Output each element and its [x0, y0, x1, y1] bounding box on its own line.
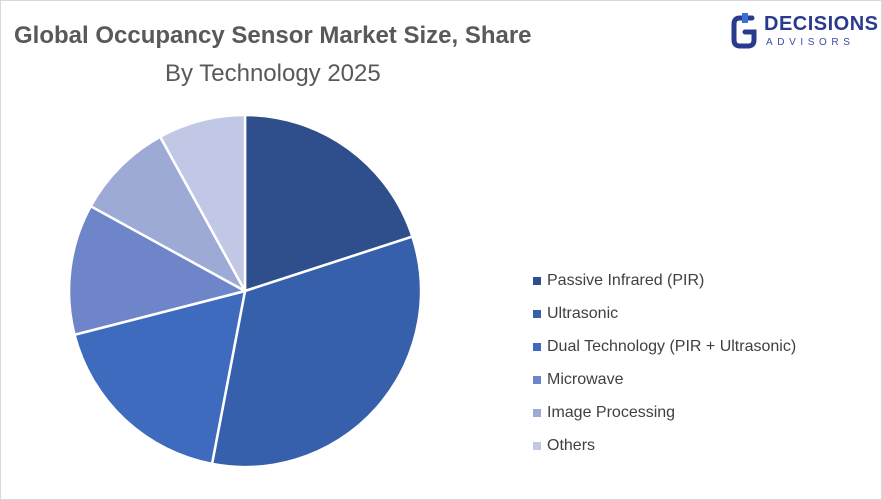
- chart-title: Global Occupancy Sensor Market Size, Sha…: [14, 22, 532, 49]
- decisions-advisors-logo: DECISIONS ADVISORS: [730, 12, 878, 52]
- pie-slice-4: [89, 135, 247, 293]
- pie-slice-5: [158, 113, 247, 293]
- legend-item-2: Dual Technology (PIR + Ultrasonic): [533, 330, 796, 363]
- legend-swatch-1: [533, 309, 541, 318]
- pie-slice-1: [210, 235, 423, 469]
- legend-swatch-0: [533, 276, 541, 285]
- legend-label-4: Image Processing: [547, 403, 676, 421]
- pie-slice-3: [67, 204, 247, 337]
- legend-swatch-2: [533, 342, 541, 351]
- legend-item-5: Others: [533, 429, 796, 462]
- pie-slice-0: [243, 113, 414, 293]
- legend-swatch-3: [533, 375, 541, 384]
- legend-label-5: Others: [547, 436, 596, 454]
- logo-mark-icon: [731, 13, 757, 49]
- chart-subtitle: By Technology 2025: [165, 60, 381, 87]
- logo-subword: ADVISORS: [766, 37, 855, 48]
- legend-label-2: Dual Technology (PIR + Ultrasonic): [547, 337, 797, 355]
- pie-slice-2: [73, 289, 247, 466]
- legend-swatch-5: [533, 441, 541, 450]
- legend-item-4: Image Processing: [533, 396, 796, 429]
- legend-swatch-4: [533, 408, 541, 417]
- legend-item-1: Ultrasonic: [533, 297, 796, 330]
- legend-item-3: Microwave: [533, 363, 796, 396]
- legend-label-0: Passive Infrared (PIR): [547, 271, 705, 289]
- logo-word: DECISIONS: [764, 13, 879, 35]
- legend-item-0: Passive Infrared (PIR): [533, 264, 796, 297]
- legend-label-1: Ultrasonic: [547, 304, 619, 322]
- legend-label-3: Microwave: [547, 370, 624, 388]
- chart-legend: Passive Infrared (PIR) Ultrasonic Dual Tec…: [533, 264, 796, 462]
